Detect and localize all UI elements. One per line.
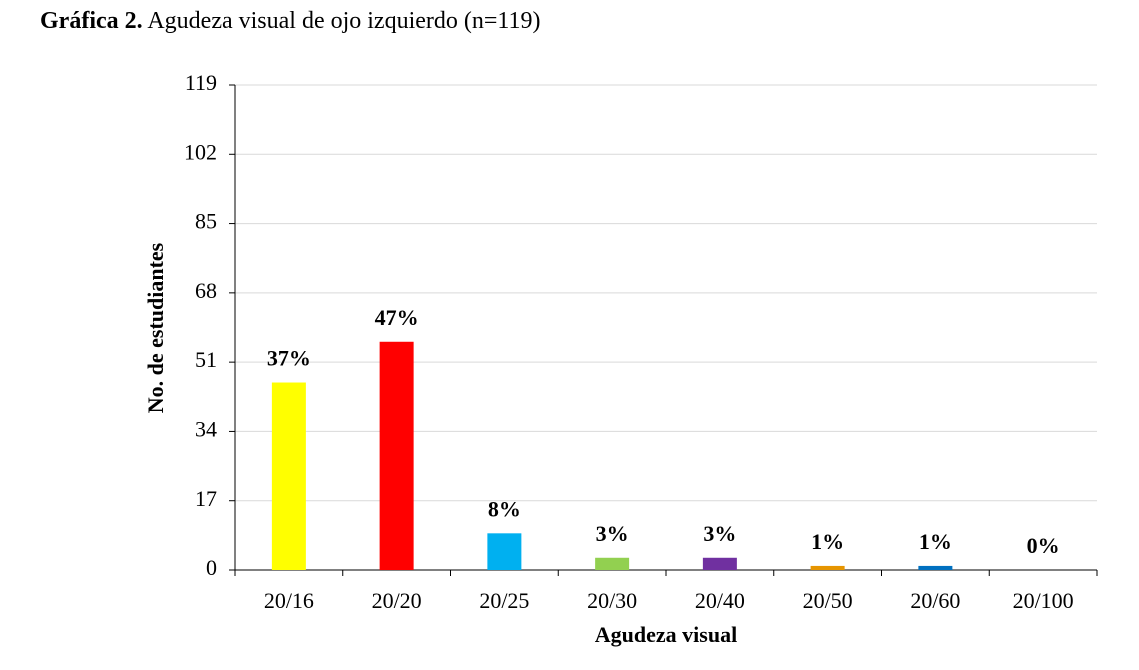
bar [702,557,737,570]
y-tick-label: 17 [195,486,217,511]
x-tick-label: 20/100 [1013,588,1074,613]
y-tick-label: 51 [195,347,217,372]
bar [379,341,414,570]
x-tick-label: 20/30 [587,588,637,613]
chart-title: Gráfica 2. Agudeza visual de ojo izquier… [40,8,541,34]
x-tick-label: 20/25 [479,588,529,613]
y-tick-label: 0 [206,555,217,580]
data-label: 8% [488,496,521,521]
y-axis-label: No. de estudiantes [143,242,168,413]
y-tick-label: 68 [195,278,217,303]
bar [487,533,522,570]
y-tick-label: 34 [195,416,217,441]
x-tick-label: 20/16 [264,588,314,613]
y-tick-label: 102 [184,139,217,164]
y-tick-label: 119 [185,70,217,95]
data-label: 3% [703,521,736,546]
x-tick-label: 20/50 [803,588,853,613]
data-label: 3% [596,521,629,546]
y-tick-label: 85 [195,209,217,234]
data-label: 1% [811,529,844,554]
x-tick-label: 20/60 [910,588,960,613]
data-label: 37% [267,346,311,371]
data-label: 47% [375,305,419,330]
bar [595,557,630,570]
x-axis-label: Agudeza visual [595,622,737,647]
data-label: 0% [1027,533,1060,558]
title-text: Agudeza visual de ojo izquierdo (n=119) [147,8,540,34]
x-tick-label: 20/40 [695,588,745,613]
bar [271,382,306,570]
bar [810,565,845,570]
data-label: 1% [919,529,952,554]
x-tick-label: 20/20 [372,588,422,613]
bar [918,565,953,570]
title-label: Gráfica 2. [40,8,143,34]
